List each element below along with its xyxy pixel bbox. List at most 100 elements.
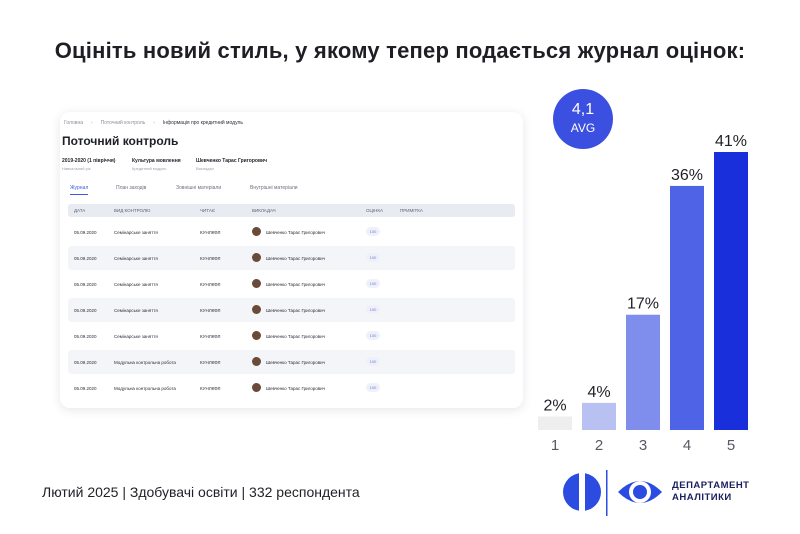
chevron-right-icon: › bbox=[153, 120, 155, 126]
avatar bbox=[252, 331, 261, 340]
logo-mark-icon bbox=[563, 470, 662, 516]
cell-type: Семінарське заняття bbox=[114, 334, 158, 339]
cell-type: Семінарське заняття bbox=[114, 308, 158, 313]
grade-badge: 100 bbox=[366, 357, 380, 366]
cell-date: 05.09.2020 bbox=[74, 282, 97, 287]
x-tick-label: 1 bbox=[551, 437, 559, 454]
cell-reader: КУНЛКФЛ bbox=[200, 256, 221, 261]
avatar bbox=[252, 357, 261, 366]
cell-reader: КУНЛКФЛ bbox=[200, 230, 221, 235]
bar-2 bbox=[582, 402, 616, 430]
cell-teacher: Шевченко Тарас Григорович bbox=[266, 256, 325, 261]
meta-teacher: Шевченко Тарас Григорович Викладач bbox=[196, 158, 267, 171]
journal-title: Поточний контроль bbox=[62, 134, 179, 148]
bar-value-label: 36% bbox=[671, 167, 703, 184]
table-row[interactable]: 05.09.2020 Модульна контрольна робота КУНЛ… bbox=[68, 350, 515, 374]
grade-badge: 100 bbox=[366, 253, 380, 262]
x-tick-label: 2 bbox=[595, 437, 603, 454]
table-row[interactable]: 05.09.2020 Семінарське заняття КУНЛКФЛ Шевч… bbox=[68, 246, 515, 270]
bar-1 bbox=[538, 416, 572, 430]
table-row[interactable]: 05.09.2020 Семінарське заняття КУНЛКФЛ Шевч… bbox=[68, 220, 515, 244]
column-header: ЧИТАЄ bbox=[200, 208, 216, 213]
cell-date: 05.09.2020 bbox=[74, 308, 97, 313]
avg-badge: 4,1 AVG bbox=[553, 89, 613, 149]
breadcrumb-item[interactable]: Головна bbox=[64, 120, 83, 126]
cell-teacher: Шевченко Тарас Григорович bbox=[266, 308, 325, 313]
cell-date: 05.09.2020 bbox=[74, 230, 97, 235]
cell-type: Семінарське заняття bbox=[114, 282, 158, 287]
cell-teacher: Шевченко Тарас Григорович bbox=[266, 282, 325, 287]
grade-badge: 100 bbox=[366, 279, 380, 288]
cell-reader: КУНЛКФЛ bbox=[200, 386, 221, 391]
meta-key: Навчальний рік bbox=[62, 166, 91, 171]
avatar bbox=[252, 227, 261, 236]
tab-journal[interactable]: Журнал bbox=[70, 182, 89, 195]
table-row[interactable]: 05.09.2020 Семінарське заняття КУНЛКФЛ Шевч… bbox=[68, 298, 515, 322]
meta-year: 2019-2020 (1 півріччя) Навчальний рік bbox=[62, 158, 115, 171]
cell-date: 05.09.2020 bbox=[74, 334, 97, 339]
avg-value: 4,1 bbox=[571, 101, 595, 118]
bar-3 bbox=[626, 314, 660, 430]
table-row[interactable]: 05.09.2020 Семінарське заняття КУНЛКФЛ Шевч… bbox=[68, 324, 515, 348]
meta-value: Шевченко Тарас Григорович bbox=[196, 158, 267, 164]
avatar bbox=[252, 253, 261, 262]
meta-value: Культура мовлення bbox=[132, 158, 181, 164]
chevron-right-icon: › bbox=[91, 120, 93, 126]
tab-external[interactable]: Зовнішні матеріали bbox=[176, 185, 222, 191]
cell-teacher: Шевченко Тарас Григорович bbox=[266, 360, 325, 365]
bar-4 bbox=[670, 185, 704, 430]
page-headline: Оцініть новий стиль, у якому тепер подає… bbox=[54, 38, 746, 63]
bar-value-label: 4% bbox=[587, 384, 610, 401]
journal-tabs: Журнал План заходів Зовнішні матеріали В… bbox=[60, 182, 523, 196]
x-tick-label: 5 bbox=[727, 437, 735, 454]
breadcrumb-current: Інформація про кредитний модуль bbox=[162, 120, 243, 126]
cell-type: Модульна контрольна робота bbox=[114, 386, 176, 391]
cell-reader: КУНЛКФЛ bbox=[200, 282, 221, 287]
table-row[interactable]: 05.09.2020 Модульна контрольна робота КУНЛ… bbox=[68, 376, 515, 400]
table-header: ДАТА ВИД КОНТРОЛЮ ЧИТАЄ ВИКЛАДАЧ ОЦІНКА … bbox=[68, 204, 515, 217]
cell-teacher: Шевченко Тарас Григорович bbox=[266, 334, 325, 339]
cell-reader: КУНЛКФЛ bbox=[200, 334, 221, 339]
cell-date: 05.09.2020 bbox=[74, 360, 97, 365]
cell-reader: КУНЛКФЛ bbox=[200, 308, 221, 313]
bar-5 bbox=[714, 152, 748, 430]
column-header: ВИД КОНТРОЛЮ bbox=[114, 208, 151, 213]
cell-date: 05.09.2020 bbox=[74, 256, 97, 261]
cell-teacher: Шевченко Тарас Григорович bbox=[266, 230, 325, 235]
logo-line: АНАЛІТИКИ bbox=[672, 492, 732, 503]
cell-reader: КУНЛКФЛ bbox=[200, 360, 221, 365]
cell-type: Модульна контрольна робота bbox=[114, 360, 176, 365]
grade-badge: 100 bbox=[366, 227, 380, 236]
journal-card: Головна › Поточний контроль › Інформація… bbox=[60, 112, 523, 408]
department-logo: ДЕПАРТАМЕНТ АНАЛІТИКИ bbox=[560, 468, 765, 518]
grade-badge: 100 bbox=[366, 305, 380, 314]
logo-text: ДЕПАРТАМЕНТ АНАЛІТИКИ bbox=[672, 480, 749, 504]
meta-value: 2019-2020 (1 півріччя) bbox=[62, 158, 116, 164]
bar-value-label: 41% bbox=[715, 133, 747, 150]
column-header: ДАТА bbox=[74, 208, 86, 213]
avg-label: AVG bbox=[570, 121, 596, 135]
cell-type: Семінарське заняття bbox=[114, 256, 158, 261]
column-header: ПРИМІТКА bbox=[400, 208, 423, 213]
grade-badge: 100 bbox=[366, 383, 380, 392]
logo-line: ДЕПАРТАМЕНТ bbox=[672, 480, 750, 491]
meta-module: Культура мовлення Кредитний модуль bbox=[132, 158, 181, 171]
avatar bbox=[252, 305, 261, 314]
tab-internal[interactable]: Внутрішні матеріали bbox=[250, 185, 298, 191]
avatar bbox=[252, 279, 261, 288]
meta-key: Кредитний модуль bbox=[132, 166, 167, 171]
bar-value-label: 2% bbox=[543, 397, 566, 414]
breadcrumb-item[interactable]: Поточний контроль bbox=[100, 120, 146, 126]
x-tick-label: 3 bbox=[639, 437, 647, 454]
column-header: ОЦІНКА bbox=[366, 208, 383, 213]
footer-caption: Лютий 2025 | Здобувачі освіти | 332 респ… bbox=[42, 484, 360, 500]
breadcrumb: Головна › Поточний контроль › Інформація… bbox=[64, 120, 243, 126]
tab-plan[interactable]: План заходів bbox=[116, 185, 147, 191]
table-row[interactable]: 05.09.2020 Семінарське заняття КУНЛКФЛ Шевч… bbox=[68, 272, 515, 296]
x-tick-label: 4 bbox=[683, 437, 691, 454]
cell-date: 05.09.2020 bbox=[74, 386, 97, 391]
column-header: ВИКЛАДАЧ bbox=[252, 208, 276, 213]
grade-badge: 100 bbox=[366, 331, 380, 340]
meta-key: Викладач bbox=[196, 166, 214, 171]
